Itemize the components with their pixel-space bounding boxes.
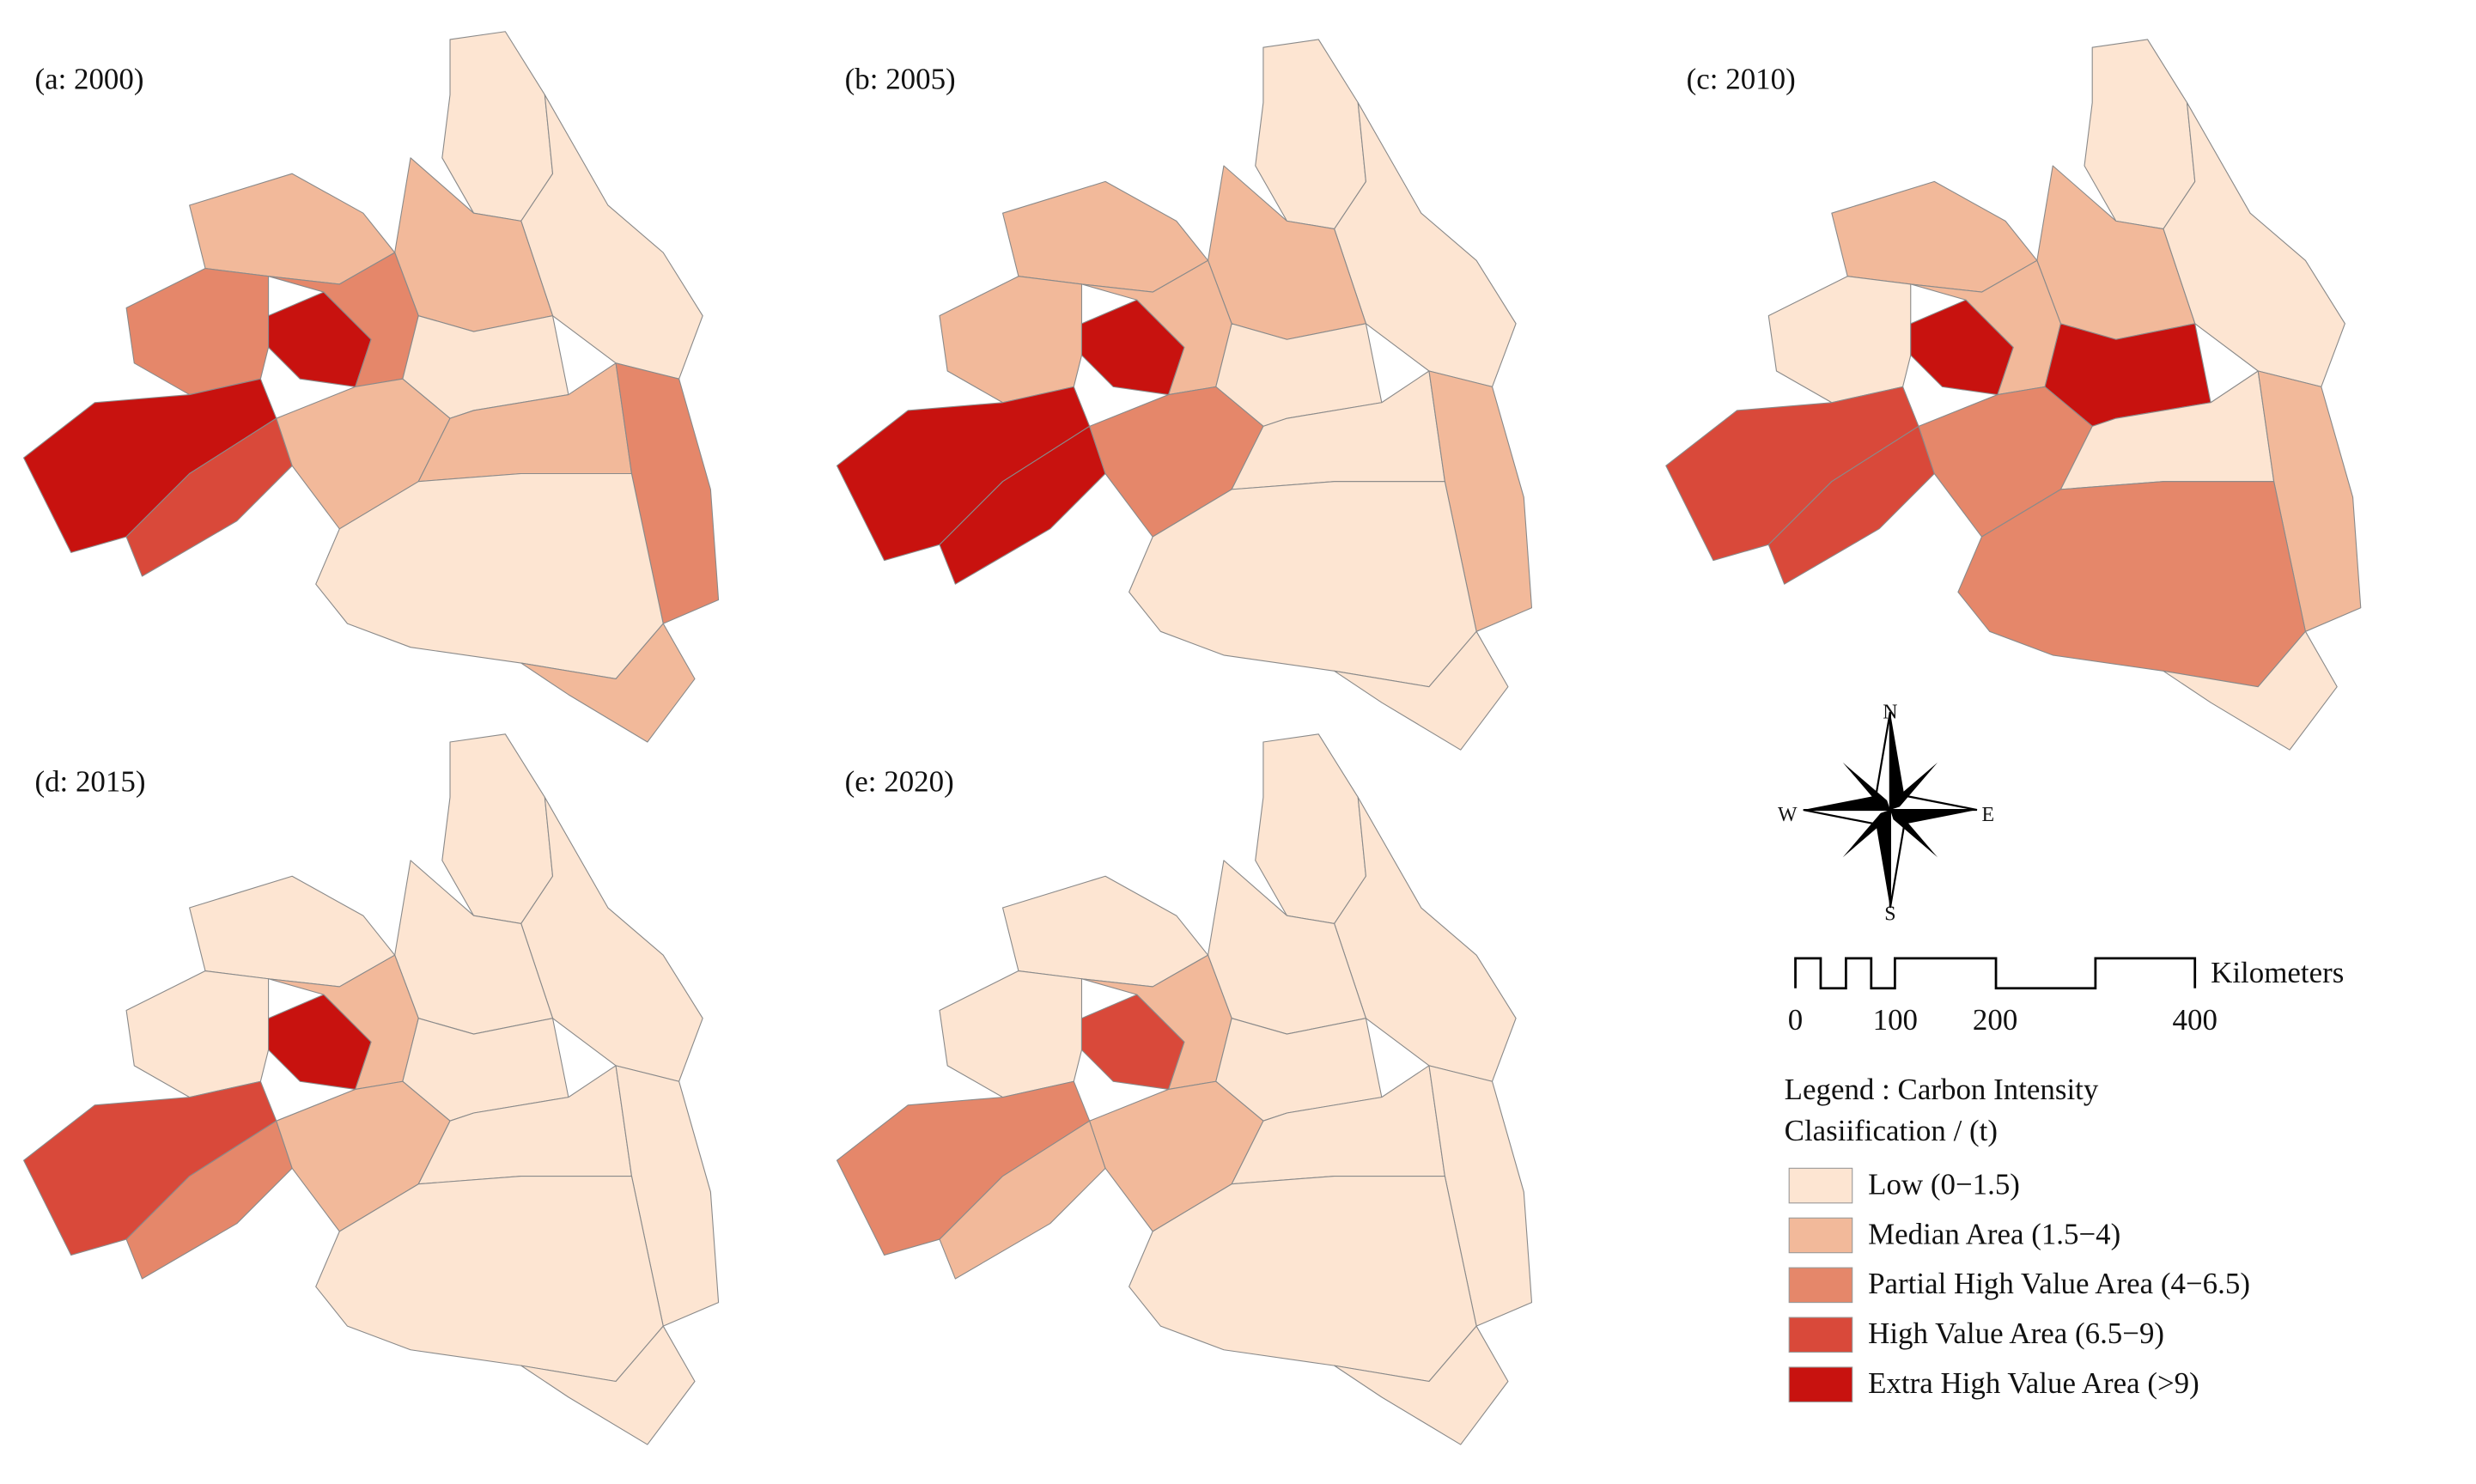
panel-title: (a: 2000) bbox=[34, 63, 143, 96]
region bbox=[125, 267, 270, 396]
map-panel bbox=[23, 733, 720, 1445]
region bbox=[1767, 276, 1912, 404]
panel-title: (d: 2015) bbox=[34, 765, 145, 799]
map-panel bbox=[836, 733, 1533, 1445]
legend-swatch bbox=[1788, 1366, 1853, 1402]
region bbox=[441, 31, 554, 222]
legend-swatch bbox=[1788, 1317, 1853, 1353]
legend-label: High Value Area (6.5−9) bbox=[1868, 1317, 2164, 1350]
legend-label: Extra High Value Area (>9) bbox=[1868, 1366, 2199, 1400]
legend-swatch bbox=[1788, 1267, 1853, 1304]
legend-title: Legend : Carbon Intensity bbox=[1785, 1073, 2099, 1106]
region bbox=[189, 173, 396, 285]
scale-label: 0 bbox=[1788, 1003, 1803, 1037]
scale-unit: Kilometers bbox=[2211, 956, 2344, 989]
compass-east: E bbox=[1982, 804, 1995, 826]
region bbox=[1334, 1325, 1509, 1445]
region bbox=[2084, 39, 2196, 230]
compass-west: W bbox=[1778, 804, 1798, 826]
region bbox=[1001, 875, 1209, 988]
scale-label: 400 bbox=[2173, 1003, 2217, 1037]
region bbox=[1255, 733, 1366, 924]
map-panel bbox=[23, 31, 720, 743]
legend-subtitle: Clasiification / (t) bbox=[1785, 1114, 1998, 1147]
compass-south: S bbox=[1884, 903, 1895, 926]
region bbox=[1255, 39, 1366, 230]
legend-label: Partial High Value Area (4−6.5) bbox=[1868, 1267, 2250, 1300]
legend-swatch bbox=[1788, 1167, 1853, 1204]
region bbox=[520, 1325, 696, 1445]
region bbox=[189, 875, 396, 988]
map-panel bbox=[836, 39, 1533, 751]
region bbox=[520, 623, 696, 743]
compass-north: N bbox=[1883, 701, 1897, 723]
region bbox=[441, 733, 554, 924]
scale-label: 200 bbox=[1973, 1003, 2017, 1037]
legend-label: Low (0−1.5) bbox=[1868, 1167, 2020, 1201]
region bbox=[1334, 630, 1509, 751]
map-panel bbox=[1665, 39, 2362, 751]
panel-title: (c: 2010) bbox=[1687, 63, 1796, 96]
panel-title: (e: 2020) bbox=[845, 765, 954, 799]
panel-title: (b: 2005) bbox=[845, 63, 956, 96]
legend-label: Median Area (1.5−4) bbox=[1868, 1217, 2120, 1250]
region bbox=[1831, 180, 2038, 293]
region bbox=[1001, 180, 1209, 293]
compass-rose bbox=[1803, 711, 1978, 909]
region bbox=[939, 970, 1083, 1098]
legend-swatch bbox=[1788, 1217, 1853, 1254]
scale-bar bbox=[1794, 957, 2197, 990]
region bbox=[939, 276, 1083, 404]
region bbox=[125, 970, 270, 1098]
region bbox=[2163, 630, 2338, 751]
scale-label: 100 bbox=[1873, 1003, 1918, 1037]
